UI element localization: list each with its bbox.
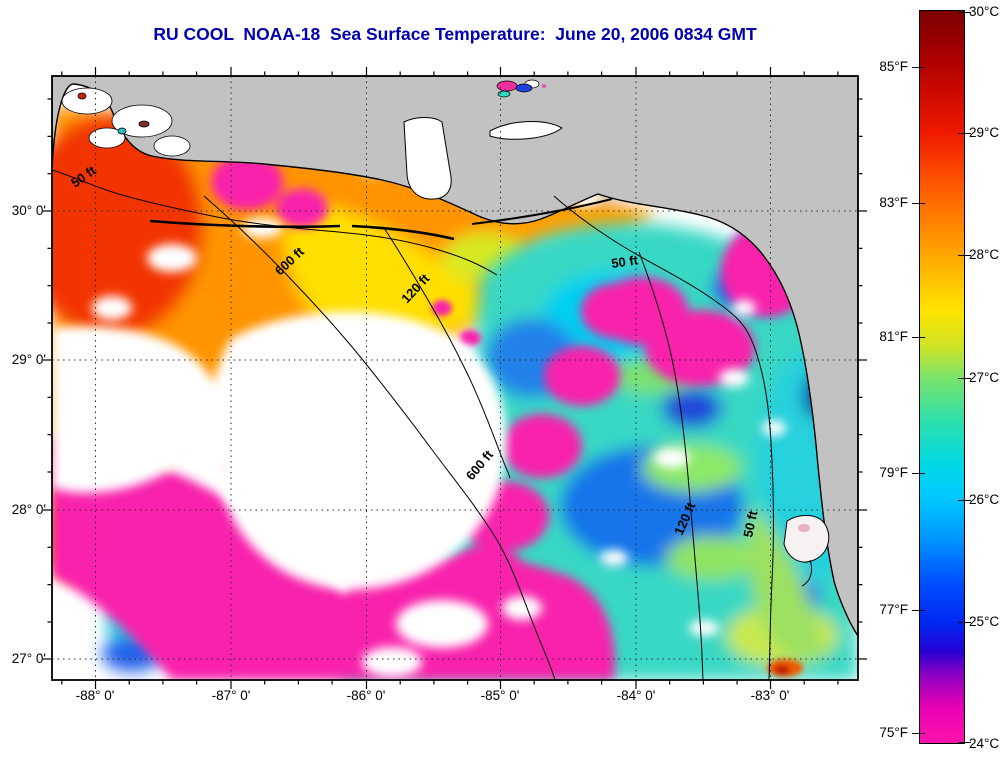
colorbar-tick bbox=[912, 67, 925, 68]
contour-label: 50 ft bbox=[610, 252, 639, 271]
colorbar-tick bbox=[958, 12, 971, 13]
y-tick-label: 28° 0' bbox=[11, 502, 46, 517]
y-tick-label: 30° 0' bbox=[11, 203, 46, 218]
x-tick-label: -87° 0' bbox=[211, 688, 251, 703]
axis-ticks bbox=[43, 67, 867, 689]
cool-water-detail bbox=[767, 659, 803, 677]
fahrenheit-label: 79°F bbox=[879, 465, 908, 480]
figure-title: RU COOL NOAA-18 Sea Surface Temperature:… bbox=[153, 24, 757, 44]
x-tick-label: -88° 0' bbox=[75, 688, 115, 703]
sst-map: 50 ft 600 ft 120 ft 50 ft 600 ft 120 ft … bbox=[43, 67, 867, 689]
colorbar-tick bbox=[912, 203, 925, 204]
celsius-label: 28°C bbox=[969, 247, 1000, 262]
fahrenheit-label: 81°F bbox=[879, 329, 908, 344]
fahrenheit-label: 75°F bbox=[879, 725, 908, 740]
celsius-label: 27°C bbox=[969, 370, 1000, 385]
colorbar-tick bbox=[958, 622, 971, 623]
colorbar-tick bbox=[958, 255, 971, 256]
fahrenheit-label: 83°F bbox=[879, 195, 908, 210]
x-tick-label: -84° 0' bbox=[616, 688, 656, 703]
choctawhatchee-bay bbox=[489, 121, 563, 140]
celsius-label: 29°C bbox=[969, 125, 1000, 140]
colorbar-tick bbox=[958, 500, 971, 501]
fahrenheit-label: 77°F bbox=[879, 602, 908, 617]
celsius-label: 25°C bbox=[969, 614, 1000, 629]
x-tick-label: -86° 0' bbox=[346, 688, 386, 703]
plot-frame bbox=[51, 75, 859, 681]
colorbar-tick bbox=[912, 610, 925, 611]
celsius-label: 24°C bbox=[969, 736, 1000, 751]
colorbar-tick bbox=[912, 473, 925, 474]
colorbar-tick bbox=[958, 742, 971, 743]
celsius-label: 26°C bbox=[969, 492, 1000, 507]
colorbar-tick bbox=[912, 337, 925, 338]
colorbar-tick bbox=[912, 733, 925, 734]
colorbar-tick bbox=[958, 378, 971, 379]
y-tick-label: 29° 0' bbox=[11, 352, 46, 367]
y-tick-label: 27° 0' bbox=[11, 651, 46, 666]
map-content: 50 ft 600 ft 120 ft 50 ft 600 ft 120 ft … bbox=[52, 76, 858, 680]
fahrenheit-label: 85°F bbox=[879, 59, 908, 74]
celsius-label: 30°C bbox=[969, 4, 1000, 19]
mobile-bay bbox=[403, 117, 452, 200]
contour-label: 50 ft bbox=[740, 509, 760, 539]
graticule bbox=[52, 76, 858, 680]
nw-lakes bbox=[61, 87, 191, 157]
depth-contours bbox=[52, 169, 774, 680]
colorbar bbox=[919, 10, 965, 744]
tampa-bay bbox=[783, 514, 830, 587]
barrier-islands bbox=[149, 198, 613, 241]
colorbar-tick bbox=[958, 133, 971, 134]
x-tick-label: -83° 0' bbox=[750, 688, 790, 703]
land bbox=[52, 76, 858, 638]
x-tick-label: -85° 0' bbox=[480, 688, 520, 703]
